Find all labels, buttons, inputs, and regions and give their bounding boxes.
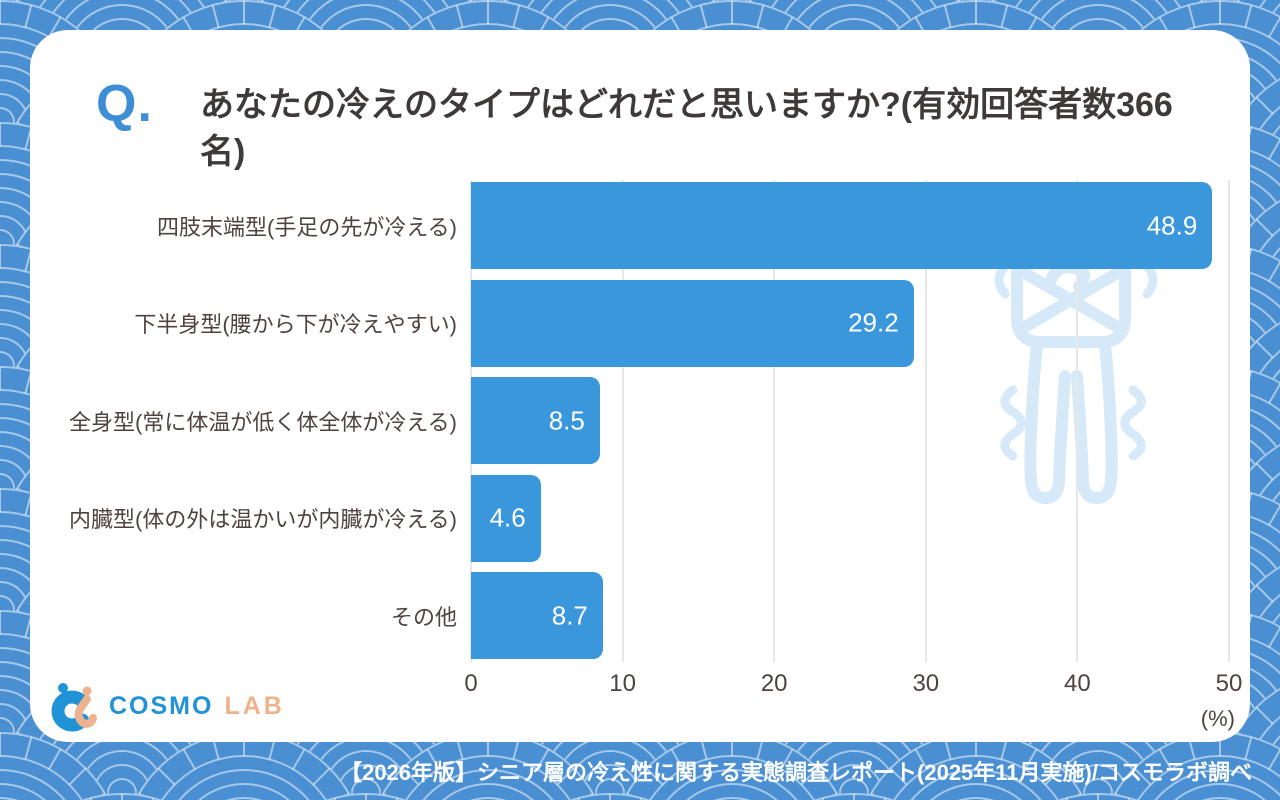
logo-text-cosmo: COSMO — [109, 691, 214, 720]
bar-row: その他 8.7 — [391, 572, 1229, 659]
survey-card: Q. あなたの冷えのタイプはどれだと思いますか?(有効回答者数366名) 四 — [30, 30, 1250, 742]
bar-row: 全身型(常に体温が低く体全体が冷える) 8.5 — [69, 377, 1229, 464]
x-axis-tick-label: 10 — [609, 670, 636, 697]
bar: 8.7 — [471, 572, 603, 659]
shiver-squiggle-left — [1000, 385, 1026, 461]
bar-row: 四肢末端型(手足の先が冷える) 48.9 — [157, 182, 1229, 269]
cosmo-lab-logo-icon — [51, 683, 97, 732]
bar-value-label: 48.9 — [1146, 210, 1198, 240]
x-axis-tick-label: 30 — [912, 670, 940, 697]
logo-text-lab: LAB — [224, 691, 285, 720]
gridline — [1228, 180, 1230, 662]
gridline — [924, 180, 927, 662]
shiver-squiggle-right — [1120, 385, 1146, 461]
bar-chart: 四肢末端型(手足の先が冷える) 48.9 下半身型(腰から下が冷えやすい) 29.2 全… — [69, 180, 1242, 731]
x-axis-tick-label: 20 — [760, 670, 788, 697]
bar-value-label: 29.2 — [848, 307, 899, 338]
category-label: 下半身型(腰から下が冷えやすい) — [134, 312, 457, 337]
gridline — [621, 180, 624, 662]
bar-value-label: 8.7 — [551, 600, 588, 630]
question-mark-label: Q. — [96, 75, 153, 133]
left-leg — [1024, 340, 1071, 504]
category-label: 全身型(常に体温が低く体全体が冷える) — [69, 409, 457, 435]
bar-value-label: 8.5 — [548, 405, 585, 435]
right-leg — [1071, 340, 1118, 504]
category-label: 四肢末端型(手足の先が冷える) — [157, 214, 457, 240]
bar-value-label: 4.6 — [489, 502, 526, 533]
x-axis-tick-label: 50 — [1215, 670, 1243, 697]
crossed-arm-2 — [1017, 266, 1125, 334]
bar: 8.5 — [471, 377, 600, 464]
x-axis-tick-label: 40 — [1064, 670, 1091, 697]
footer-caption: 【2026年版】シニア層の冷え性に関する実態調査レポート(2025年11月実施)… — [340, 760, 1252, 785]
x-axis-tick-label: 0 — [464, 670, 478, 697]
gridline — [1076, 180, 1079, 662]
cosmo-lab-logo: COSMO LAB — [50, 680, 285, 732]
bar: 4.6 — [471, 474, 541, 562]
category-label: 内臓型(体の外は温かいが内臓が冷える) — [69, 507, 457, 532]
category-label: その他 — [390, 604, 457, 630]
axis-unit-label: (%) — [1200, 706, 1235, 731]
bar: 29.2 — [471, 279, 914, 367]
bar-row: 下半身型(腰から下が冷えやすい) 29.2 — [134, 279, 1229, 367]
gridline — [773, 180, 776, 662]
bar-row: 内臓型(体の外は温かいが内臓が冷える) 4.6 — [69, 474, 1229, 562]
bar: 48.9 — [471, 182, 1213, 269]
question-title: あなたの冷えのタイプはどれだと思いますか?(有効回答者数366名) — [200, 86, 1173, 171]
